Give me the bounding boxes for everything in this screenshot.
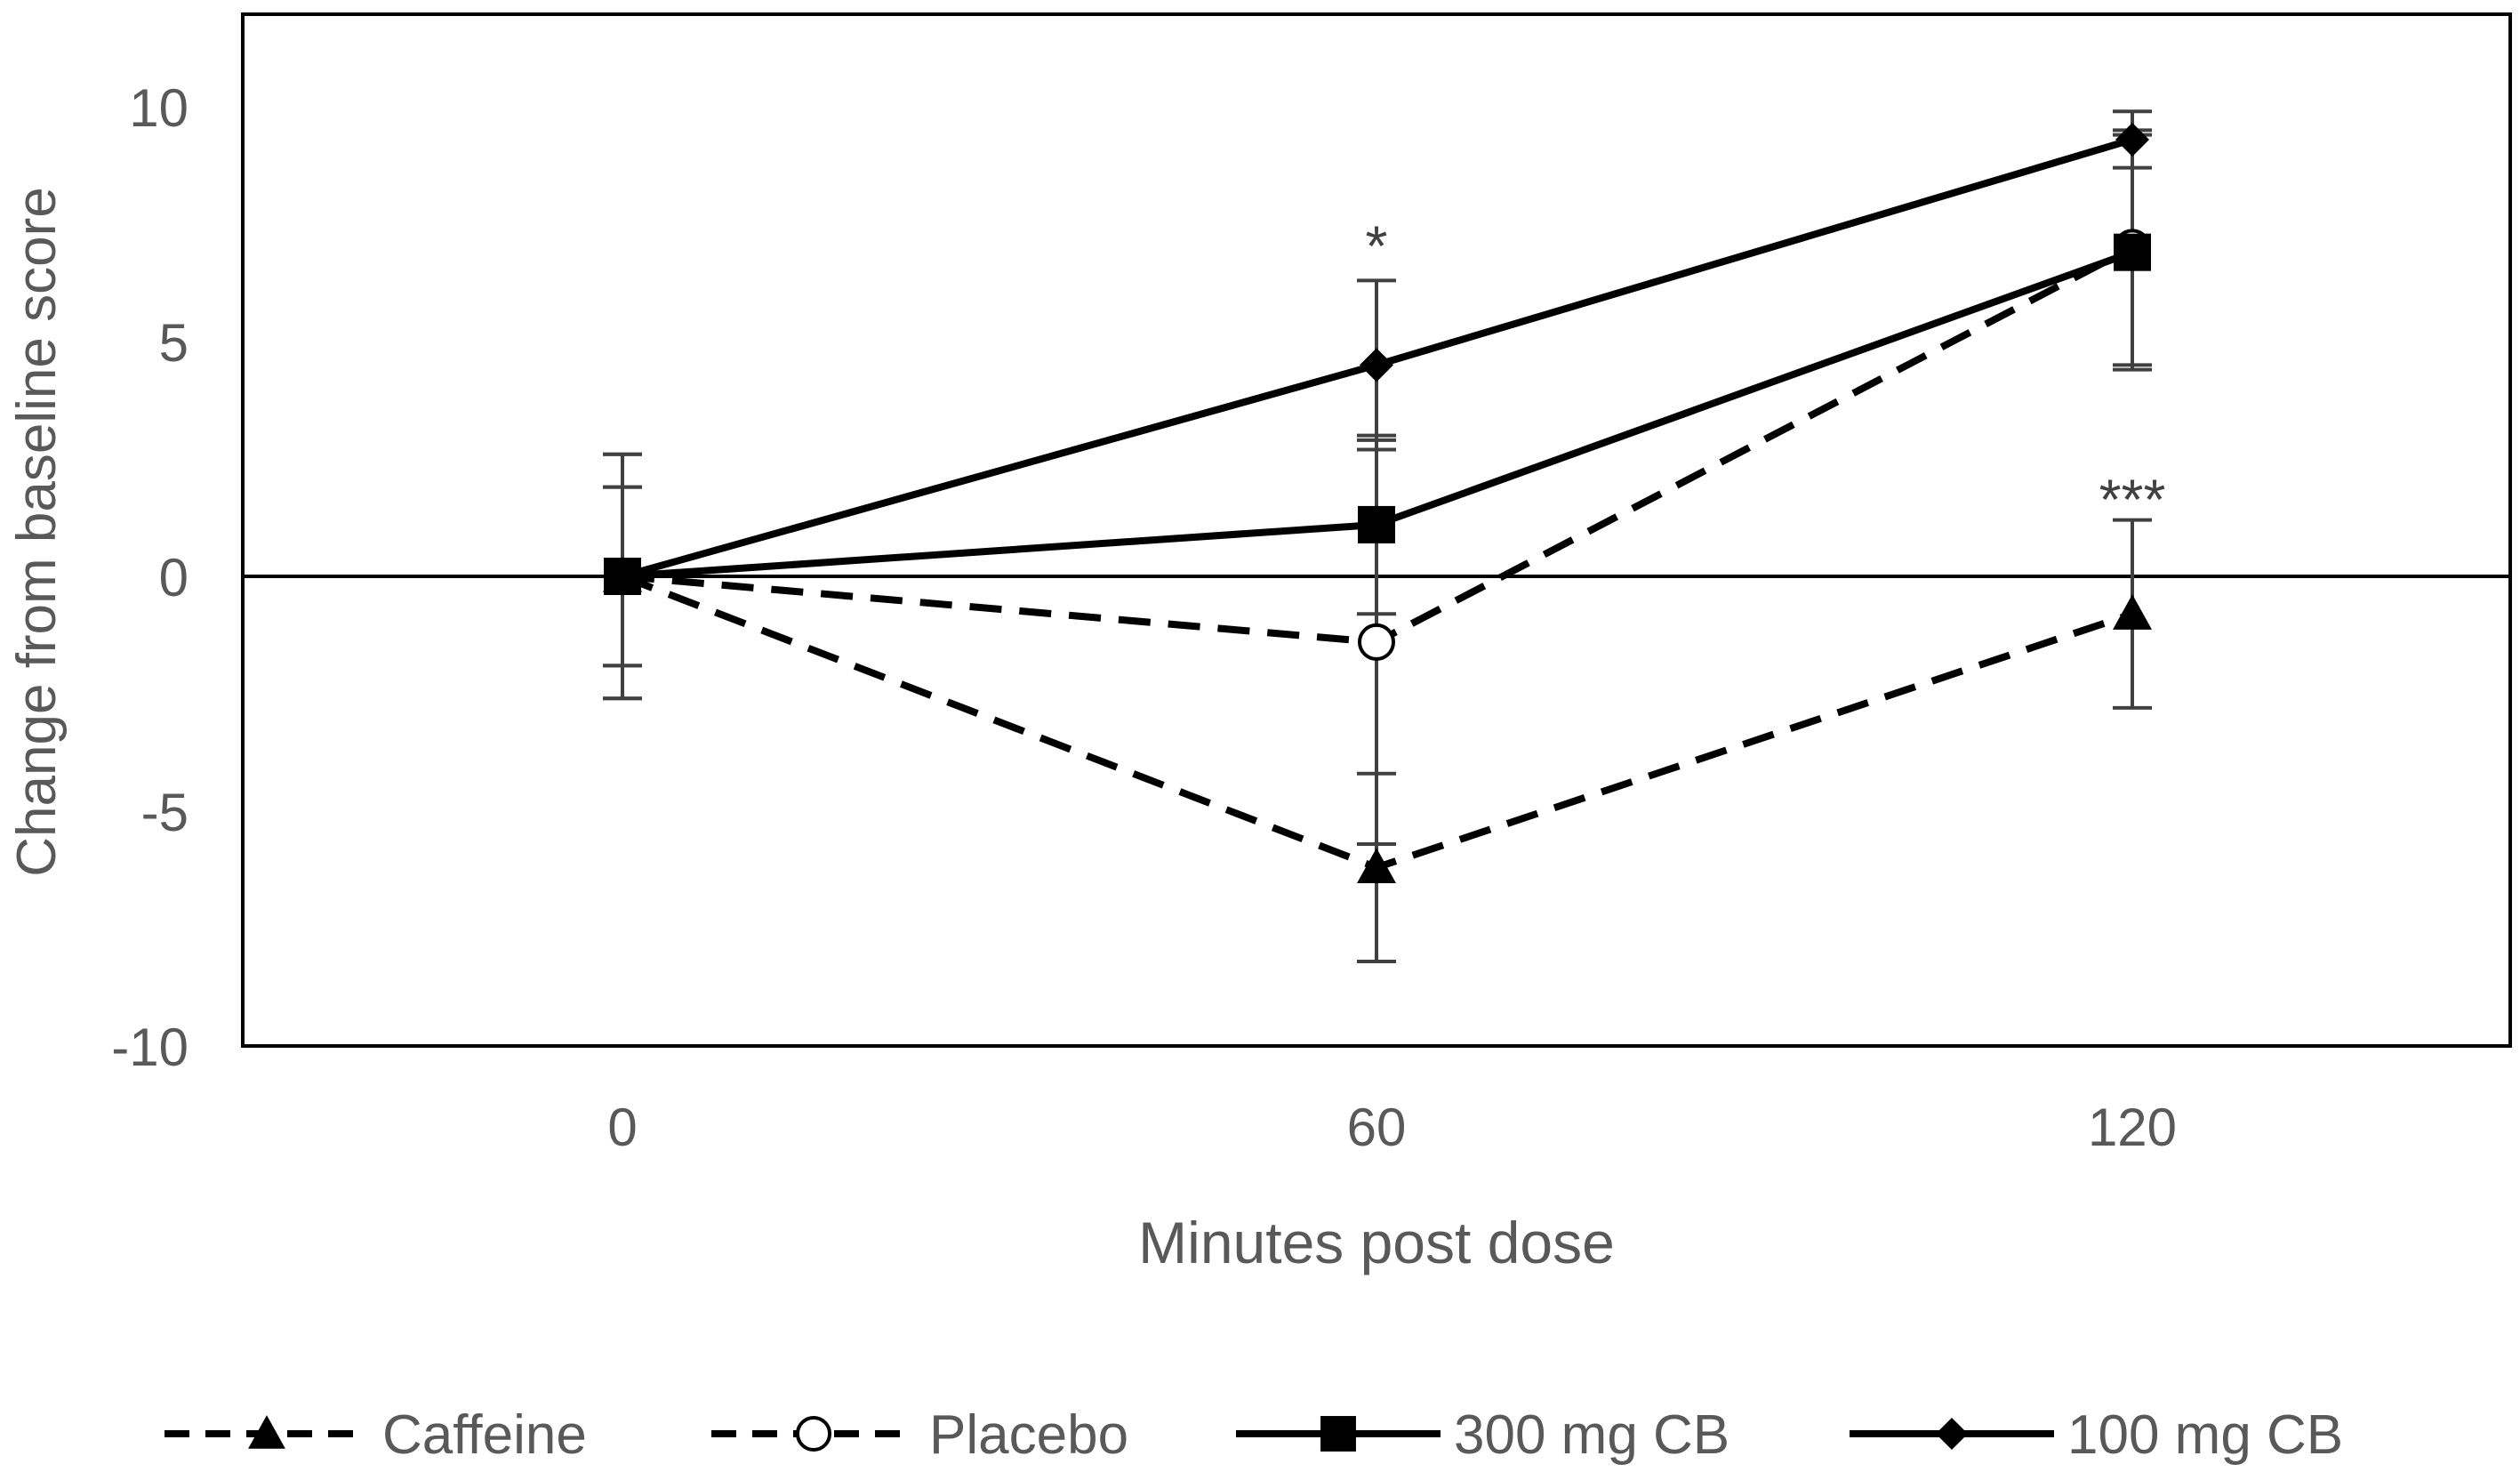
significance-annotation: ***: [2099, 468, 2166, 532]
legend-marker: [1320, 1416, 1356, 1452]
legend-marker: [795, 1415, 832, 1452]
x-axis-label: Minutes post dose: [1138, 1210, 1615, 1275]
data-point: [1357, 848, 1396, 883]
legend-item: Placebo: [711, 1404, 1128, 1466]
y-tick-label: 10: [129, 78, 189, 138]
x-axis-ticks: 0 60 120: [607, 1098, 2177, 1157]
y-tick-label: 5: [159, 313, 189, 373]
data-point: [1360, 348, 1393, 382]
y-tick-label: -10: [111, 1018, 189, 1077]
data-point: [2113, 594, 2152, 630]
data-point: [606, 559, 639, 593]
x-tick-label: 60: [1347, 1098, 1407, 1157]
legend-item: 300 mg CB: [1236, 1404, 1729, 1466]
y-axis-label: Change from baseline score: [6, 187, 68, 876]
data-point: [1358, 623, 1395, 661]
y-tick-label: 0: [159, 548, 189, 607]
legend-marker: [248, 1415, 285, 1449]
significance-annotation: *: [1366, 213, 1388, 278]
legend-item: 100 mg CB: [1850, 1404, 2343, 1466]
y-tick-label: -5: [141, 783, 189, 842]
legend-label: 100 mg CB: [2067, 1404, 2343, 1466]
legend-marker: [1935, 1417, 1969, 1451]
data-point: [1358, 505, 1395, 543]
x-tick-label: 120: [2088, 1098, 2177, 1157]
legend: Caffeine Placebo 300 mg CB 100 mg CB: [165, 1404, 2343, 1466]
annotations: ****: [1366, 213, 2166, 531]
plot-frame: [241, 12, 2512, 1048]
data-point: [2115, 122, 2149, 157]
series-markers: [603, 122, 2152, 883]
legend-label: Caffeine: [382, 1404, 587, 1466]
data-point: [2114, 233, 2151, 271]
error-bars: [603, 109, 2152, 963]
x-tick-label: 0: [607, 1098, 637, 1157]
y-axis-ticks: 10 5 0 -5 -10: [111, 78, 189, 1077]
legend-item: Caffeine: [165, 1404, 587, 1466]
legend-label: Placebo: [929, 1404, 1128, 1466]
legend-label: 300 mg CB: [1454, 1404, 1729, 1466]
